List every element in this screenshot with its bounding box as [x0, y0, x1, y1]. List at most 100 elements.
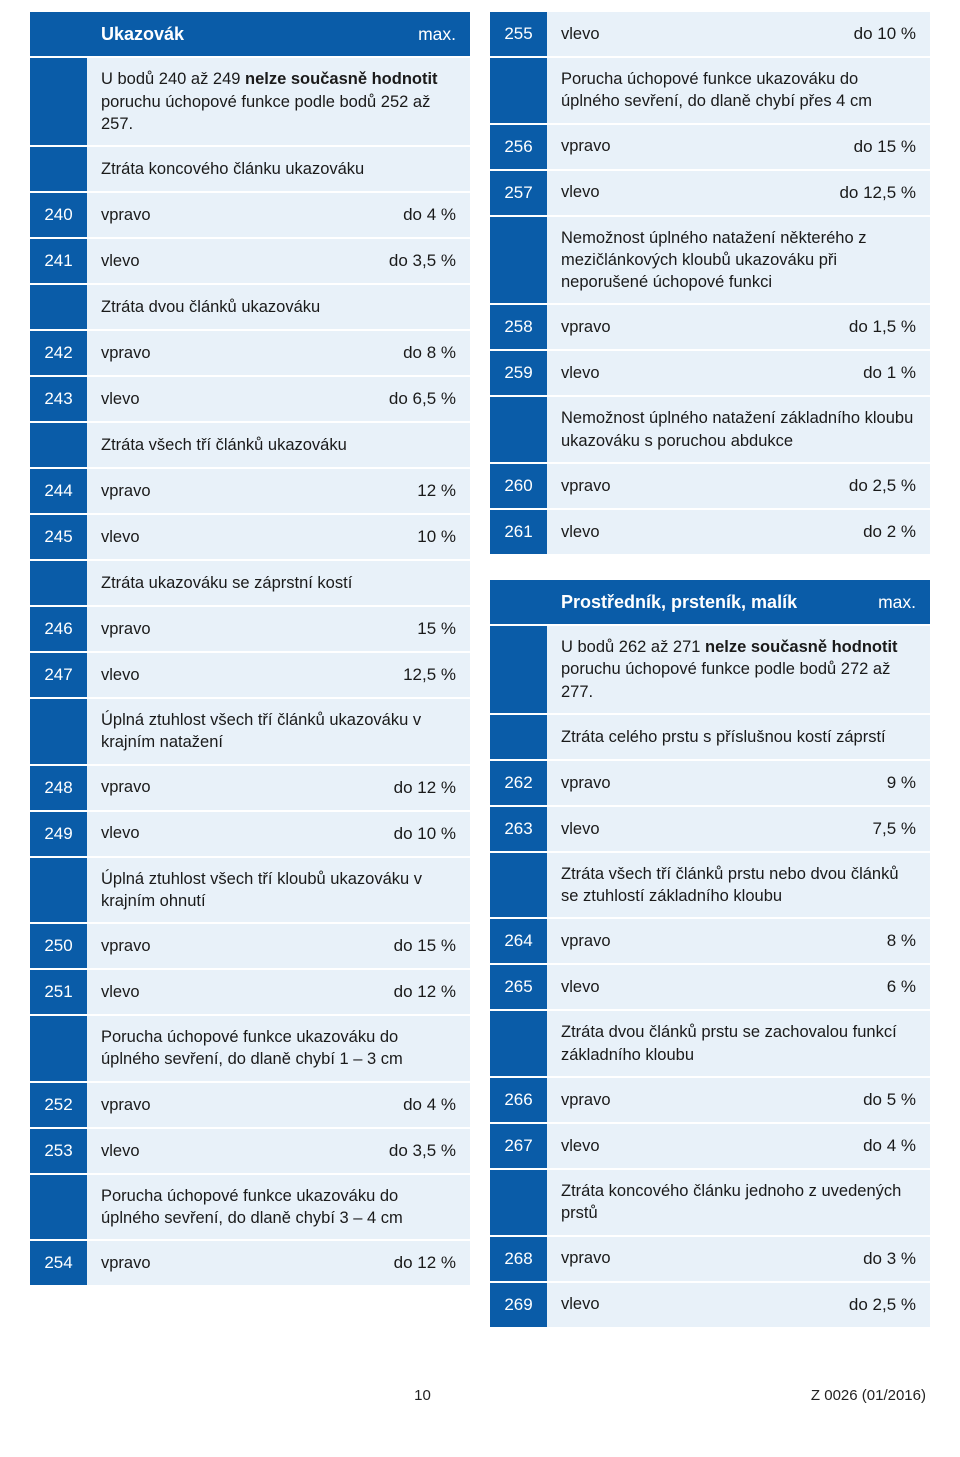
table-row: 250vpravodo 15 % — [30, 922, 470, 968]
row-number — [30, 285, 87, 329]
row-body: Úplná ztuhlost všech tří kloubů ukazovák… — [87, 858, 470, 923]
table-row: 261vlevodo 2 % — [490, 508, 930, 554]
row-number — [490, 397, 547, 462]
row-body: vlevo do 4 % — [547, 1124, 930, 1168]
row-text: Ukazovák — [101, 22, 184, 46]
row-text: Ztráta dvou článků ukazováku — [101, 296, 456, 318]
row-number: 243 — [30, 377, 87, 421]
row-body: vlevodo 10 % — [547, 12, 930, 56]
table-row: 244vpravo12 % — [30, 467, 470, 513]
row-body: Porucha úchopové funkce ukazováku do úpl… — [87, 1175, 470, 1240]
row-body: Ztráta ukazováku se záprstní kostí — [87, 561, 470, 605]
row-body: vlevo7,5 % — [547, 807, 930, 851]
row-number — [30, 423, 87, 467]
row-number: 248 — [30, 766, 87, 810]
row-text: vlevo — [561, 976, 600, 998]
row-number: 247 — [30, 653, 87, 697]
row-value: 12 % — [417, 481, 456, 501]
row-number — [30, 58, 87, 145]
row-body: vlevodo 2,5 % — [547, 1283, 930, 1327]
row-number — [30, 147, 87, 191]
row-text: vpravo — [561, 316, 611, 338]
row-number: 244 — [30, 469, 87, 513]
row-number: 263 — [490, 807, 547, 851]
row-body: vpravodo 15 % — [87, 924, 470, 968]
row-value: 7,5 % — [873, 819, 916, 839]
row-body: Ztráta všech tří článků ukazováku — [87, 423, 470, 467]
table-row: 266vpravodo 5 % — [490, 1076, 930, 1122]
table-row: 262vpravo9 % — [490, 759, 930, 805]
row-number: 260 — [490, 464, 547, 508]
table-row: 248vpravodo 12 % — [30, 764, 470, 810]
row-text: vlevo — [101, 388, 140, 410]
row-body: vlevodo 10 % — [87, 812, 470, 856]
row-text: vpravo — [561, 135, 611, 157]
table-row: 265vlevo6 % — [490, 963, 930, 1009]
row-text: vlevo — [561, 1135, 600, 1157]
row-value: do 8 % — [403, 343, 456, 363]
row-body: vlevodo 3,5 % — [87, 239, 470, 283]
table-row: Úplná ztuhlost všech tří článků ukazovák… — [30, 697, 470, 764]
row-text: vpravo — [101, 776, 151, 798]
row-body: vpravodo 12 % — [87, 1241, 470, 1285]
table-row: Ztráta dvou článků ukazováku — [30, 283, 470, 329]
row-value: do 2,5 % — [849, 476, 916, 496]
table-row: Ztráta ukazováku se záprstní kostí — [30, 559, 470, 605]
row-text: vpravo — [561, 1247, 611, 1269]
table-row: Ztráta koncového článku jednoho z uveden… — [490, 1168, 930, 1235]
row-body: vlevodo 1 % — [547, 351, 930, 395]
row-body: vlevo12,5 % — [87, 653, 470, 697]
row-text: Porucha úchopové funkce ukazováku do úpl… — [561, 68, 916, 113]
row-value: max. — [878, 592, 916, 613]
row-body: Ztráta všech tří článků prstu nebo dvou … — [547, 853, 930, 918]
table-row: 247vlevo12,5 % — [30, 651, 470, 697]
row-number: 242 — [30, 331, 87, 375]
row-value: do 4 % — [403, 205, 456, 225]
table-row: Nemožnost úplného natažení základního kl… — [490, 395, 930, 462]
row-text: vpravo — [101, 1094, 151, 1116]
table-row: Ztráta celého prstu s příslušnou kostí z… — [490, 713, 930, 759]
page-number: 10 — [414, 1387, 431, 1404]
row-text: vlevo — [561, 181, 600, 203]
row-text: vlevo — [561, 1293, 600, 1315]
row-text: vpravo — [101, 1252, 151, 1274]
row-body: vpravodo 12 % — [87, 766, 470, 810]
row-number — [30, 12, 87, 56]
row-number — [30, 561, 87, 605]
row-number: 256 — [490, 125, 547, 169]
row-number: 262 — [490, 761, 547, 805]
row-text: Porucha úchopové funkce ukazováku do úpl… — [101, 1185, 456, 1230]
columns-container: Ukazovákmax.U bodů 240 až 249 nelze souč… — [30, 10, 930, 1327]
row-body: Ztráta dvou článků ukazováku — [87, 285, 470, 329]
row-text: Ztráta celého prstu s příslušnou kostí z… — [561, 726, 916, 748]
row-value: do 4 % — [863, 1136, 916, 1156]
table-row: 243 vlevo do 6,5 % — [30, 375, 470, 421]
row-value: do 3,5 % — [389, 251, 456, 271]
row-number: 267 — [490, 1124, 547, 1168]
row-value: do 3 % — [863, 1249, 916, 1269]
table-row: Ztráta dvou článků prstu se zachovalou f… — [490, 1009, 930, 1076]
row-text: vpravo — [561, 1089, 611, 1111]
table-row: Ukazovákmax. — [30, 10, 470, 56]
row-value: 15 % — [417, 619, 456, 639]
row-body: Úplná ztuhlost všech tří článků ukazovák… — [87, 699, 470, 764]
table-row: Porucha úchopové funkce ukazováku do úpl… — [30, 1014, 470, 1081]
row-number: 241 — [30, 239, 87, 283]
row-body: vlevodo 12 % — [87, 970, 470, 1014]
row-value: do 6,5 % — [389, 389, 456, 409]
row-number: 268 — [490, 1237, 547, 1281]
row-body: U bodů 262 až 271 nelze současně hodnoti… — [547, 626, 930, 713]
table-row: 249vlevodo 10 % — [30, 810, 470, 856]
row-number: 253 — [30, 1129, 87, 1173]
row-number — [30, 1016, 87, 1081]
table-row: 264vpravo8 % — [490, 917, 930, 963]
row-body: Ztráta koncového článku jednoho z uveden… — [547, 1170, 930, 1235]
row-body: Ztráta celého prstu s příslušnou kostí z… — [547, 715, 930, 759]
row-number: 269 — [490, 1283, 547, 1327]
row-number — [490, 580, 547, 624]
row-number: 246 — [30, 607, 87, 651]
right-column: 255vlevodo 10 %Porucha úchopové funkce u… — [490, 10, 930, 1327]
row-number: 252 — [30, 1083, 87, 1127]
row-body: vpravo15 % — [87, 607, 470, 651]
doc-code: Z 0026 (01/2016) — [811, 1387, 926, 1404]
